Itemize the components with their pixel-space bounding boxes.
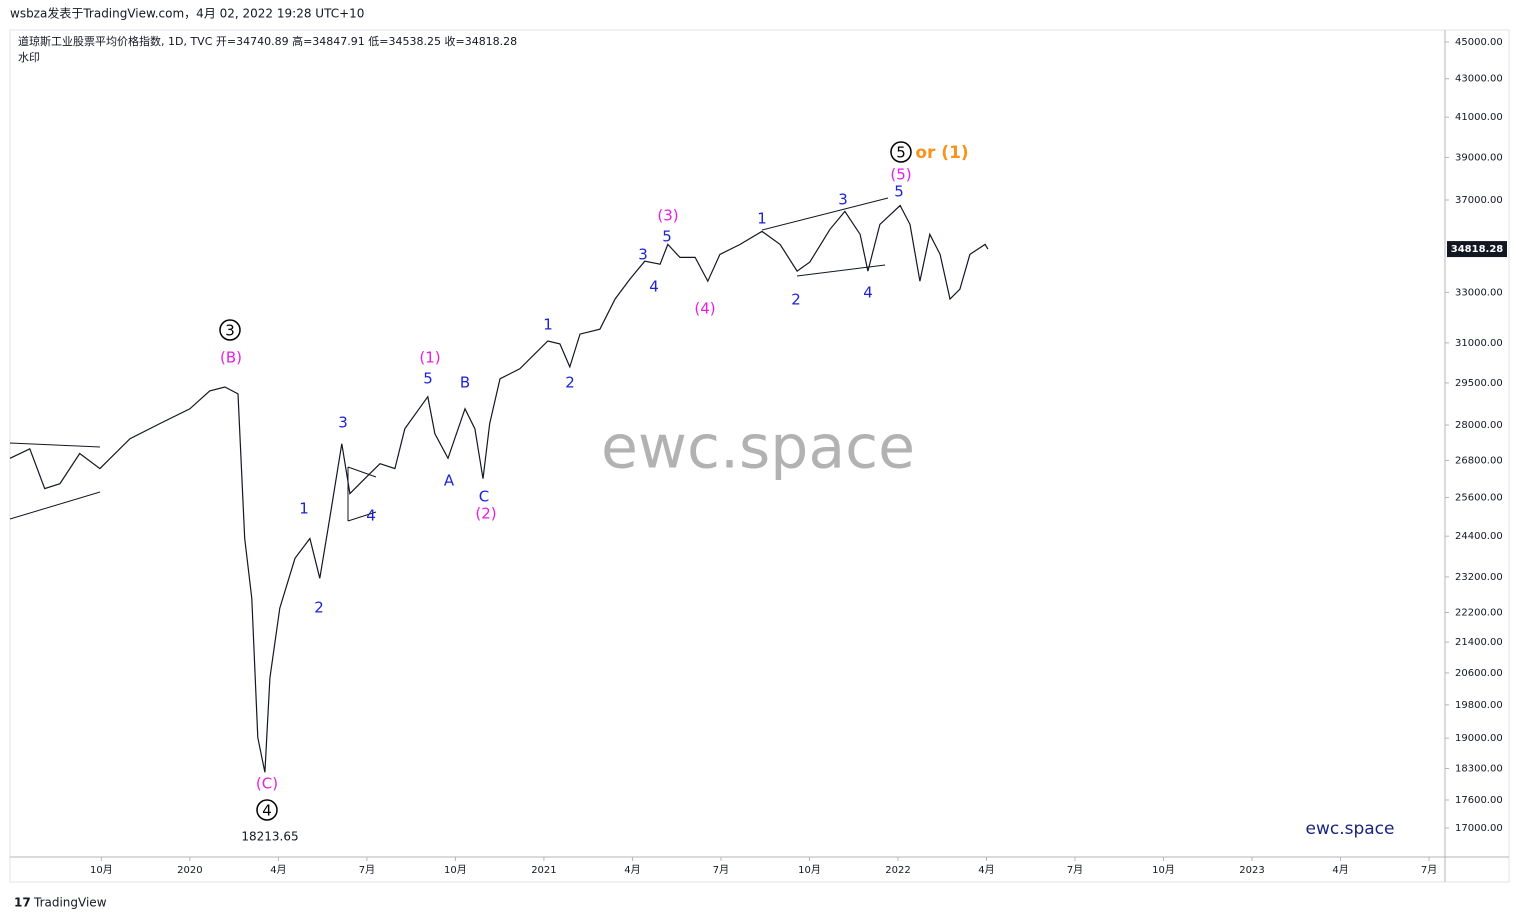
wave-circle — [256, 799, 278, 821]
publisher: wsbza发表于TradingView.com，4月 02, 2022 19:2… — [10, 6, 364, 21]
y-tick-label: 19000.00 — [1455, 733, 1503, 744]
wave-label: (1) — [419, 349, 440, 367]
wave-label: 5 — [423, 370, 433, 388]
y-tick-label: 43000.00 — [1455, 74, 1503, 85]
wave-label: (4) — [694, 300, 715, 318]
trend-lines — [9, 197, 889, 522]
y-tick-label: 39000.00 — [1455, 152, 1503, 163]
wave-circle — [890, 141, 912, 163]
trend-line — [9, 442, 101, 448]
y-tick-label: 37000.00 — [1455, 195, 1503, 206]
wave-label: 5 — [894, 183, 904, 201]
x-tick-label: 4月 — [1332, 864, 1348, 876]
trend-line — [761, 197, 889, 231]
wave-label: 1 — [299, 500, 309, 518]
x-tick-label: 7月 — [1421, 864, 1437, 876]
wave-label: (2) — [475, 505, 496, 523]
x-tick-label: 7月 — [1067, 864, 1083, 876]
last-price-label: 34818.28 — [1451, 244, 1504, 255]
wave-label: 4 — [366, 507, 376, 525]
wave-label: 3 — [338, 414, 348, 432]
symbol-legend: 道琼斯工业股票平均价格指数, 1D, TVC 开=34740.89 高=3484… — [18, 34, 517, 48]
wave-circle — [219, 319, 241, 341]
y-tick-label: 20600.00 — [1455, 668, 1503, 679]
y-tick-label: 17600.00 — [1455, 795, 1503, 806]
wave-label: 4 — [863, 284, 873, 302]
wave-label: 1 — [543, 316, 553, 334]
wave-label: 1 — [757, 210, 767, 228]
wave-label: 5 — [896, 144, 906, 162]
wave-label: 3 — [638, 246, 648, 264]
x-tick-label: 2021 — [531, 865, 556, 876]
wave-label: (B) — [220, 349, 242, 367]
wave-label: 18213.65 — [241, 830, 298, 844]
footer-brand: TradingView — [33, 896, 107, 910]
y-tick-label: 17000.00 — [1455, 823, 1503, 834]
y-tick-label: 41000.00 — [1455, 112, 1503, 123]
trend-line — [347, 511, 377, 522]
wave-label: A — [444, 472, 455, 490]
wave-label: or (1) — [915, 143, 968, 163]
y-tick-label: 18300.00 — [1455, 763, 1503, 774]
x-tick-label: 10月 — [798, 864, 821, 876]
chart-frame — [9, 29, 1510, 883]
y-tick-label: 25600.00 — [1455, 492, 1503, 503]
y-tick-label: 33000.00 — [1455, 287, 1503, 298]
y-tick-label: 24400.00 — [1455, 531, 1503, 542]
x-tick-label: 10月 — [1152, 864, 1175, 876]
trend-line — [9, 491, 101, 520]
wave-label: 2 — [314, 599, 324, 617]
wave-label: B — [460, 374, 470, 392]
wave-label: (5) — [890, 166, 911, 184]
x-tick-label: 10月 — [444, 864, 467, 876]
y-tick-label: 22200.00 — [1455, 607, 1503, 618]
wave-label: 4 — [262, 802, 272, 820]
y-tick-label: 19800.00 — [1455, 700, 1503, 711]
logo-mark: 17 — [14, 896, 31, 910]
wave-label: 3 — [225, 322, 235, 340]
x-tick-label: 4月 — [624, 864, 640, 876]
wave-label: 2 — [791, 291, 801, 309]
x-tick-label: 4月 — [270, 864, 286, 876]
y-tick-label: 31000.00 — [1455, 338, 1503, 349]
wave-label: 4 — [649, 278, 659, 296]
wave-label: (3) — [657, 207, 678, 225]
y-tick-label: 23200.00 — [1455, 572, 1503, 583]
y-tick-label: 26800.00 — [1455, 455, 1503, 466]
y-tick-label: 28000.00 — [1455, 420, 1503, 431]
x-tick-label: 7月 — [713, 864, 729, 876]
wave-label: 3 — [838, 191, 848, 209]
watermark-note: 水印 — [18, 51, 40, 64]
x-tick-label: 2023 — [1239, 865, 1264, 876]
trend-line — [796, 264, 886, 277]
wave-label: (C) — [256, 775, 278, 793]
watermark: ewc.space — [1306, 819, 1395, 839]
last-price-tag — [1447, 241, 1507, 258]
trend-line — [347, 466, 377, 478]
watermark: ewc.space — [601, 413, 915, 483]
wave-label: 2 — [565, 374, 575, 392]
x-tick-label: 7月 — [359, 864, 375, 876]
x-tick-label: 4月 — [978, 864, 994, 876]
y-tick-label: 21400.00 — [1455, 637, 1503, 648]
x-tick-label: 10月 — [90, 864, 113, 876]
wave-label: 5 — [662, 228, 672, 246]
y-tick-label: 29500.00 — [1455, 378, 1503, 389]
x-tick-label: 2022 — [885, 865, 910, 876]
wave-label: C — [479, 488, 489, 506]
x-tick-label: 2020 — [177, 865, 202, 876]
y-tick-label: 45000.00 — [1455, 37, 1503, 48]
price-line — [9, 204, 989, 773]
